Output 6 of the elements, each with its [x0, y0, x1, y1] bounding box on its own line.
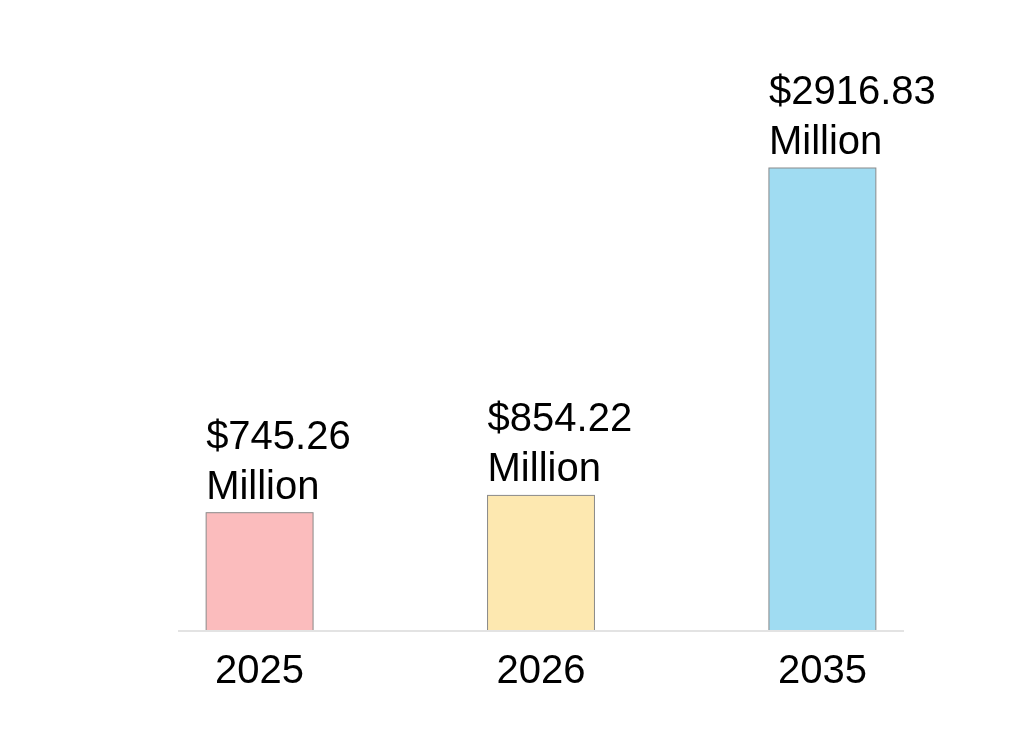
data-label: $854.22 Million: [487, 395, 633, 490]
data-label: $745.26 Million: [206, 412, 351, 507]
x-tick-label: 2026: [496, 647, 586, 691]
x-tick-label: 2035: [777, 647, 867, 691]
x-tick-label: 2025: [215, 647, 305, 691]
data-label: $2916.83 Million: [768, 68, 936, 162]
